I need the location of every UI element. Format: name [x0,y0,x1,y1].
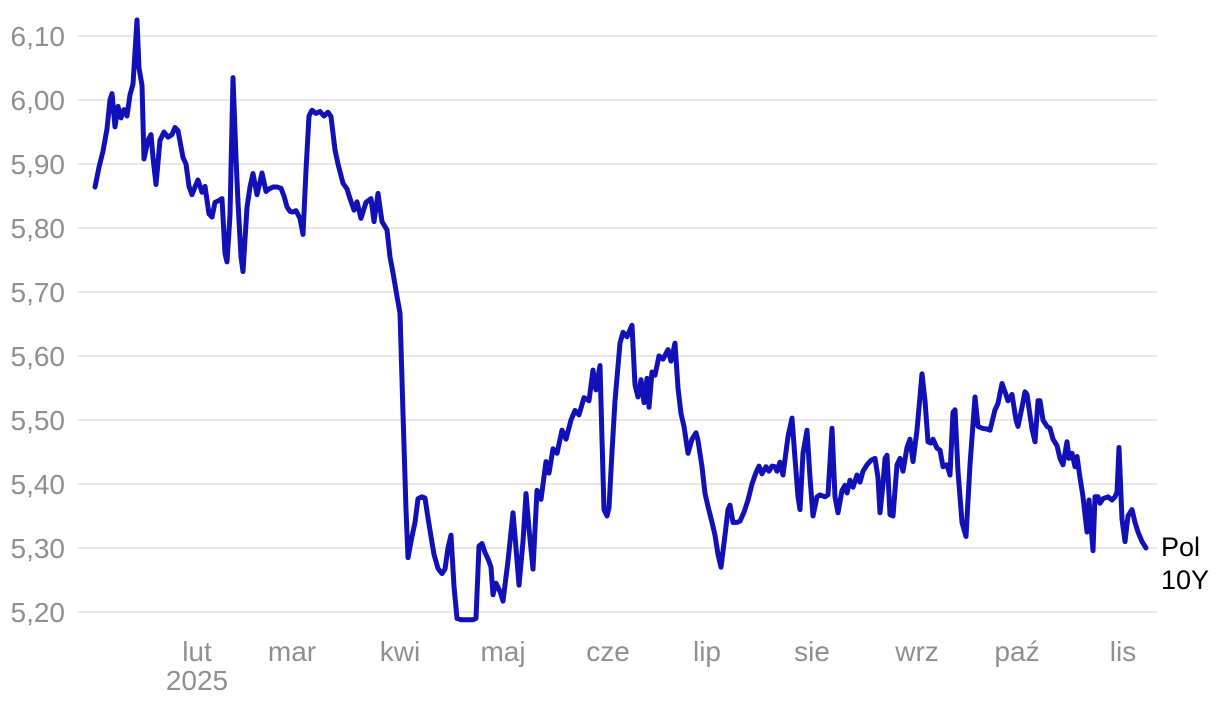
x-axis-year-label: 2025 [166,665,228,696]
x-axis-month-label: lis [1110,636,1136,667]
x-axis-month-label: mar [268,636,316,667]
y-axis-labels: 6,10 6,00 5,90 5,80 5,70 5,60 5,50 5,40 5,30 5,20 [11,21,66,628]
yield-line [92,17,1149,623]
x-axis-month-label: lut [182,636,212,667]
x-axis-month-label: kwi [380,636,420,667]
y-axis-tick-label: 5,50 [11,405,66,436]
x-axis-month-label: wrz [894,636,939,667]
series-layer [92,17,1149,623]
gridlines [78,35,1157,613]
series-label: Pol 10Y [1161,532,1210,595]
x-axis-month-label: sie [794,636,830,667]
y-axis-tick-label: 5,40 [11,469,66,500]
x-axis-month-label: cze [586,636,630,667]
y-axis-tick-label: 5,60 [11,341,66,372]
x-axis-month-label: paź [994,636,1039,667]
y-axis-tick-label: 6,10 [11,21,66,52]
x-axis-labels: lut mar kwi maj cze lip sie wrz paź lis 2025 [166,636,1136,696]
y-axis-tick-label: 5,80 [11,213,66,244]
y-axis-tick-label: 5,70 [11,277,66,308]
y-axis-tick-label: 5,30 [11,533,66,564]
y-axis-tick-label: 5,20 [11,597,66,628]
x-axis-month-label: maj [480,636,525,667]
x-axis-month-label: lip [693,636,721,667]
y-axis-tick-label: 6,00 [11,85,66,116]
y-axis-tick-label: 5,90 [11,149,66,180]
